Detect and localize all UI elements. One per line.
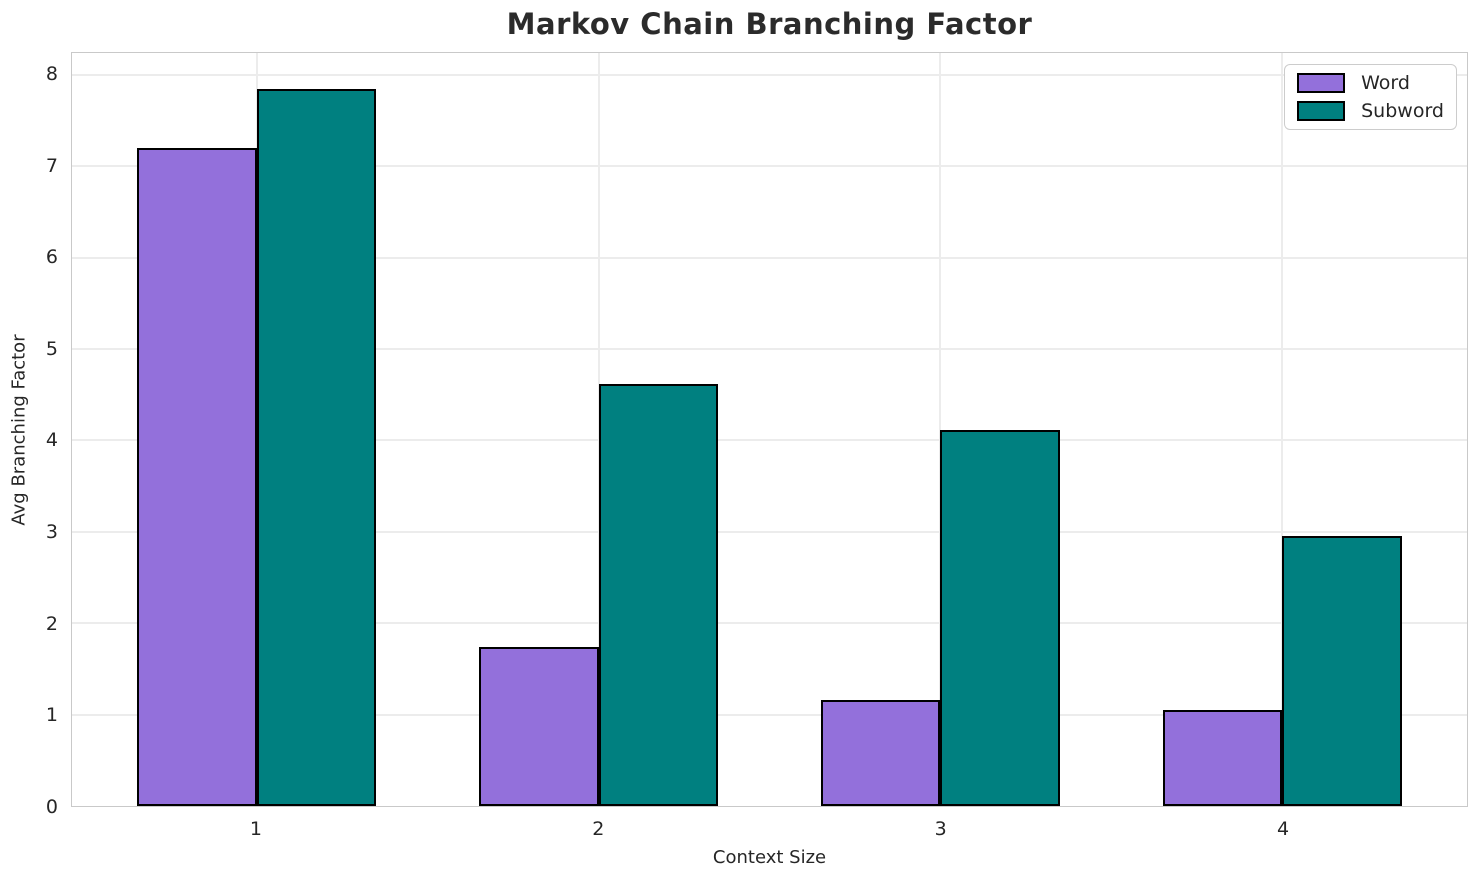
y-tick-label: 8 [45,62,58,85]
y-axis-label: Avg Branching Factor [8,334,30,526]
x-tick-label: 3 [934,818,947,840]
y-tick-label: 7 [45,154,58,177]
x-tick-label: 2 [592,818,605,840]
y-gridline [72,73,1467,76]
x-gridline [1281,53,1284,806]
y-tick-label: 5 [45,337,58,360]
y-gridline [72,165,1467,168]
legend-entry-word: Word [1297,72,1444,94]
x-axis-label: Context Size [712,847,827,868]
y-tick-label: 2 [45,612,58,635]
bar-word-ctx3 [820,700,941,806]
y-tick-label: 4 [45,429,58,452]
legend-swatch-subword [1297,101,1346,121]
legend-label: Word [1361,72,1410,94]
y-gridline [72,256,1467,259]
bar-subword-ctx1 [256,88,377,806]
bar-subword-ctx4 [1282,536,1403,806]
bar-word-ctx2 [478,647,599,806]
x-tick-label: 4 [1277,818,1290,840]
plot-area: Word Subword [71,52,1468,807]
y-tick-label: 1 [45,704,58,727]
legend-entry-subword: Subword [1297,100,1444,122]
bar-word-ctx4 [1162,710,1283,806]
y-gridline [72,622,1467,625]
chart-title: Markov Chain Branching Factor [506,7,1033,41]
bar-word-ctx1 [136,148,257,806]
bar-subword-ctx3 [940,429,1061,806]
x-tick-label: 1 [249,818,262,840]
y-gridline [72,713,1467,716]
bar-subword-ctx2 [598,383,719,806]
y-gridline [72,348,1467,351]
y-gridline [72,439,1467,442]
y-gridline [72,530,1467,533]
y-tick-label: 6 [45,246,58,269]
y-tick-label: 0 [45,796,58,818]
y-tick-label: 3 [45,521,58,544]
legend: Word Subword [1284,64,1457,130]
legend-label: Subword [1361,100,1444,122]
legend-swatch-word [1297,73,1346,93]
